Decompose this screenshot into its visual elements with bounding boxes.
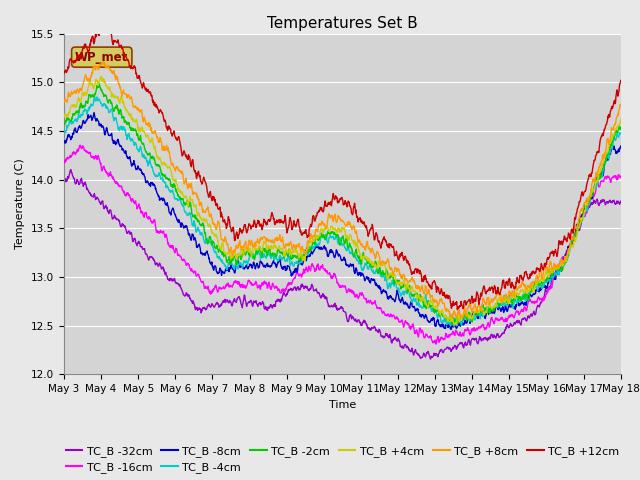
TC_B +4cm (126, 113, 134, 119)
Text: WP_met: WP_met (75, 51, 129, 64)
TC_B +4cm (297, 250, 305, 256)
TC_B +12cm (96, 26, 104, 32)
TC_B +8cm (60, 99, 68, 105)
TC_B -4cm (104, 105, 111, 110)
TC_B +8cm (104, 65, 111, 71)
Line: TC_B -16cm: TC_B -16cm (64, 145, 621, 344)
Y-axis label: Temperature (C): Temperature (C) (15, 158, 26, 250)
TC_B -8cm (90, 110, 98, 116)
TC_B +4cm (308, 238, 316, 244)
TC_B -2cm (318, 232, 326, 238)
TC_B -4cm (297, 259, 305, 265)
TC_B -8cm (378, 290, 385, 296)
TC_B +8cm (100, 59, 108, 65)
TC_B -8cm (617, 143, 625, 149)
Line: TC_B -4cm: TC_B -4cm (64, 96, 621, 326)
TC_B -2cm (448, 322, 456, 328)
TC_B +12cm (126, 63, 134, 69)
TC_B +4cm (617, 117, 625, 122)
TC_B -16cm (126, 195, 134, 201)
TC_B -2cm (104, 98, 111, 104)
TC_B -32cm (297, 285, 305, 290)
TC_B -8cm (308, 251, 316, 256)
TC_B +4cm (318, 226, 326, 232)
TC_B -16cm (77, 143, 84, 148)
TC_B +12cm (318, 208, 326, 214)
TC_B -4cm (60, 128, 68, 134)
TC_B +12cm (104, 26, 111, 32)
TC_B -8cm (447, 326, 455, 332)
TC_B -32cm (60, 177, 68, 183)
TC_B +8cm (617, 102, 625, 108)
Line: TC_B -32cm: TC_B -32cm (64, 169, 621, 359)
TC_B +12cm (60, 71, 68, 76)
TC_B -16cm (318, 265, 326, 271)
TC_B -16cm (617, 175, 625, 180)
TC_B +8cm (378, 260, 385, 265)
TC_B -16cm (60, 160, 68, 166)
TC_B +8cm (457, 315, 465, 321)
Title: Temperatures Set B: Temperatures Set B (267, 16, 418, 31)
TC_B +8cm (308, 236, 316, 241)
TC_B +12cm (617, 78, 625, 84)
TC_B +12cm (297, 228, 305, 234)
TC_B -32cm (104, 208, 111, 214)
TC_B -8cm (60, 140, 68, 146)
TC_B +12cm (308, 220, 316, 226)
TC_B -32cm (308, 282, 316, 288)
TC_B -4cm (126, 135, 134, 141)
TC_B -8cm (297, 260, 305, 265)
TC_B -2cm (308, 242, 316, 248)
Line: TC_B +12cm: TC_B +12cm (64, 29, 621, 310)
TC_B -4cm (318, 232, 326, 238)
TC_B -32cm (318, 293, 326, 299)
TC_B -32cm (67, 167, 74, 172)
TC_B -32cm (617, 198, 625, 204)
TC_B +4cm (97, 73, 105, 79)
TC_B -2cm (126, 125, 134, 131)
Legend: TC_B -32cm, TC_B -16cm, TC_B -8cm, TC_B -4cm, TC_B -2cm, TC_B +4cm, TC_B +8cm, T: TC_B -32cm, TC_B -16cm, TC_B -8cm, TC_B … (61, 441, 624, 478)
TC_B -16cm (378, 306, 385, 312)
TC_B -16cm (433, 341, 440, 347)
TC_B +12cm (378, 243, 385, 249)
X-axis label: Time: Time (329, 400, 356, 409)
TC_B -4cm (617, 131, 625, 137)
TC_B -4cm (91, 94, 99, 99)
TC_B +8cm (297, 247, 305, 253)
TC_B -2cm (378, 271, 385, 276)
TC_B -2cm (95, 80, 103, 86)
Line: TC_B -8cm: TC_B -8cm (64, 113, 621, 329)
TC_B -16cm (308, 261, 316, 266)
TC_B -8cm (126, 156, 134, 162)
TC_B -4cm (308, 246, 316, 252)
TC_B +8cm (318, 220, 326, 226)
TC_B -2cm (297, 255, 305, 261)
TC_B +8cm (126, 96, 134, 101)
TC_B -16cm (104, 171, 111, 177)
TC_B -16cm (297, 273, 305, 278)
TC_B +4cm (378, 263, 385, 268)
Line: TC_B +8cm: TC_B +8cm (64, 62, 621, 318)
TC_B -4cm (378, 273, 385, 278)
TC_B -2cm (60, 120, 68, 126)
TC_B -32cm (427, 356, 435, 362)
Line: TC_B -2cm: TC_B -2cm (64, 83, 621, 325)
TC_B -4cm (450, 324, 458, 329)
TC_B +4cm (452, 322, 460, 328)
TC_B +4cm (60, 113, 68, 119)
TC_B -32cm (378, 334, 385, 339)
TC_B -8cm (104, 129, 111, 135)
TC_B +12cm (454, 307, 461, 312)
TC_B +4cm (104, 85, 111, 91)
TC_B -2cm (617, 125, 625, 131)
TC_B -32cm (126, 231, 134, 237)
Line: TC_B +4cm: TC_B +4cm (64, 76, 621, 325)
TC_B -8cm (318, 246, 326, 252)
